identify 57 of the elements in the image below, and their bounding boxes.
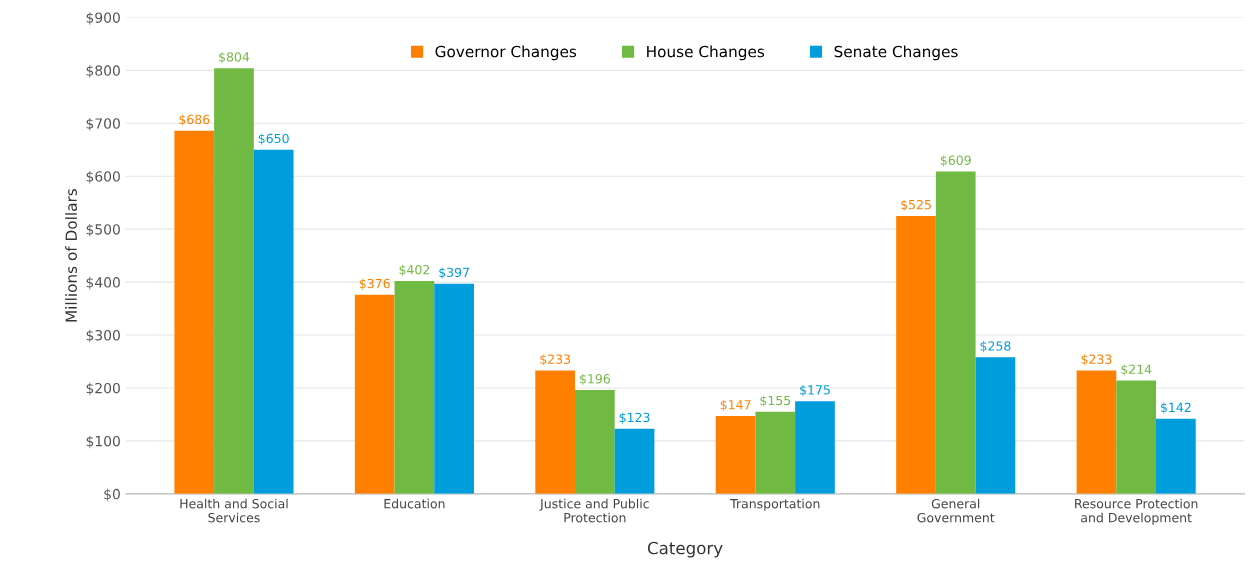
y-tick-label: $800 [86,65,120,78]
x-axis-title: Category [647,541,723,558]
data-label: $397 [439,267,469,279]
data-label: $142 [1160,402,1191,414]
x-tick-label: Justice and Public Protection [539,498,649,523]
bar [795,401,835,494]
y-tick-label: $200 [86,382,120,396]
data-label: $175 [800,384,830,397]
data-label: $233 [1081,354,1112,366]
y-tick-label: $700 [86,118,120,131]
bar [975,357,1016,494]
y-tick-label: $300 [86,329,120,343]
bar [1116,380,1157,494]
data-label: $214 [1121,364,1152,376]
x-tick-label: General Government [917,498,995,523]
data-label: $233 [540,354,571,366]
x-tick-label: Health and Social Services [180,498,288,523]
bar [253,149,294,494]
legend-label: Senate Changes [834,45,958,61]
bar [614,428,655,494]
bar [755,411,796,494]
bar [434,283,474,494]
bar [1076,370,1117,494]
y-tick-label: $100 [86,435,120,449]
y-axis-title: Millions of Dollars [65,188,77,322]
bar [354,294,395,494]
data-label: $650 [258,133,289,145]
y-tick-label: $600 [86,170,120,184]
y-tick-label: $0 [104,488,120,502]
data-label: $155 [760,395,791,407]
y-tick-label: $900 [86,12,120,25]
bar [214,68,254,494]
x-tick-label: Transportation [730,498,820,511]
data-label: $402 [399,264,430,277]
x-tick-label: Education [384,498,445,509]
bar [1156,418,1196,494]
x-tick-label: Resource Protection and Development [1075,498,1198,525]
y-tick-label: $400 [86,276,120,290]
data-label: $258 [980,341,1011,353]
data-label: $525 [901,199,931,212]
data-label: $686 [179,114,210,126]
bar [935,171,976,494]
legend-label: Governor Changes [435,45,577,61]
bar [394,281,435,494]
data-label: $147 [720,399,751,412]
y-tick-label: $500 [86,223,120,237]
bar [174,130,215,494]
data-label: $376 [359,278,390,290]
data-label: $196 [579,373,610,386]
legend-label: House Changes [647,45,765,61]
bar [535,370,575,494]
data-label: $804 [219,51,250,64]
data-label: $609 [940,155,971,167]
bar [896,215,936,494]
bar [575,390,615,494]
bar [715,416,756,494]
data-label: $123 [619,412,650,424]
